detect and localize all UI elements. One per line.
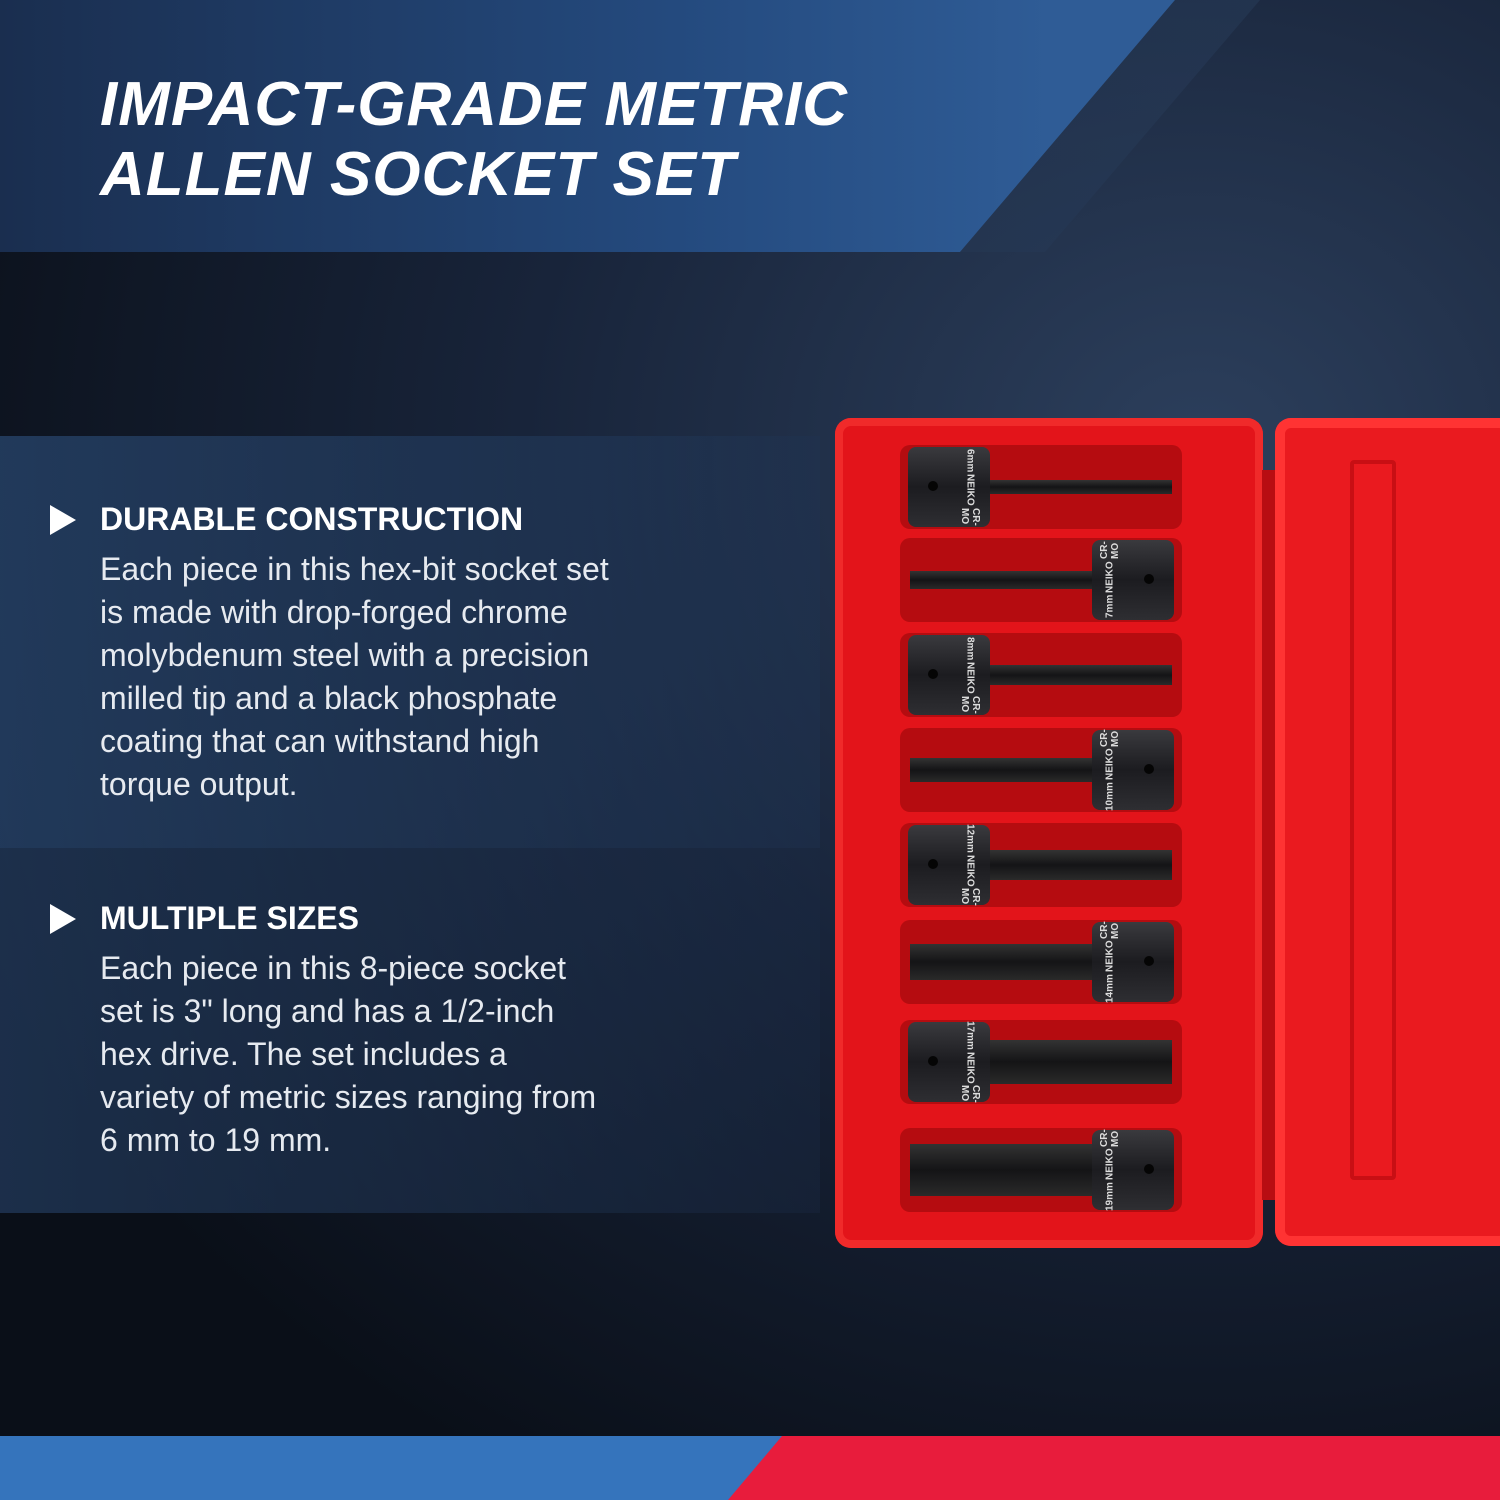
size-label: 14mm [1104,974,1116,1004]
retainer-hole [1144,1164,1154,1174]
hex-bit-shaft [988,1040,1172,1084]
body-line: milled tip and a black phosphate [100,680,558,716]
hex-bit-socket-10mm[interactable]: 10mm NEIKO CR-MO [908,728,1174,812]
socket-head: 17mm NEIKO CR-MO [908,1020,990,1104]
size-label: 19mm [1104,1182,1116,1212]
retainer-hole [928,1056,938,1066]
socket-head: 6mm NEIKO CR-MO [908,447,990,527]
retainer-hole [1144,574,1154,584]
page-title: IMPACT-GRADE METRIC ALLEN SOCKET SET [100,70,848,210]
body-line: hex drive. The set includes a [100,1036,507,1072]
material-label: CR-MO [1099,728,1121,747]
retainer-hole [928,481,938,491]
material-label: CR-MO [1099,541,1121,560]
socket-head: 10mm NEIKO CR-MO [1092,728,1174,812]
brand-label: NEIKO [964,661,976,694]
hex-bit-shaft [988,665,1172,685]
socket-case-lid [1275,418,1500,1246]
socket-head: 8mm NEIKO CR-MO [908,635,990,715]
socket-head: 12mm NEIKO CR-MO [908,823,990,907]
material-label: CR-MO [1099,1128,1121,1147]
socket-head: 14mm NEIKO CR-MO [1092,920,1174,1004]
brand-label: NEIKO [1104,748,1116,781]
body-line: coating that can withstand high [100,723,540,759]
brand-label: NEIKO [1104,1148,1116,1181]
feature-heading: MULTIPLE SIZES [100,900,359,936]
body-line: molybdenum steel with a precision [100,637,590,673]
play-triangle-icon [50,904,76,934]
material-label: CR-MO [1099,920,1121,939]
retainer-hole [1144,764,1154,774]
title-line-1: IMPACT-GRADE METRIC [100,70,849,139]
body-line: 6 mm to 19 mm. [100,1122,332,1158]
body-line: Each piece in this 8-piece socket [100,950,567,986]
case-hinge [1262,470,1276,1200]
size-label: 10mm [1104,782,1116,812]
footer-band-red [728,1436,1500,1500]
size-label: 12mm [964,823,976,853]
hex-bit-socket-6mm[interactable]: 6mm NEIKO CR-MO [908,447,1174,527]
brand-label: NEIKO [1104,561,1116,594]
body-line: set is 3" long and has a 1/2-inch [100,993,555,1029]
brand-label: NEIKO [964,854,976,887]
body-line: Each piece in this hex-bit socket set [100,551,609,587]
hex-bit-shaft [910,1144,1094,1196]
material-label: CR-MO [959,888,981,907]
hex-bit-socket-12mm[interactable]: 12mm NEIKO CR-MO [908,823,1174,907]
title-line-2: ALLEN SOCKET SET [100,140,737,209]
retainer-hole [928,859,938,869]
body-line: variety of metric sizes ranging from [100,1079,597,1115]
retainer-hole [928,669,938,679]
brand-label: NEIKO [1104,940,1116,973]
size-label: 17mm [964,1020,976,1050]
size-label: 8mm [964,636,976,660]
feature-body: Each piece in this 8-piece socket set is… [100,947,680,1162]
lid-rib [1350,460,1396,1180]
feature-panel-durable [0,436,820,848]
size-label: 6mm [964,448,976,472]
socket-head: 7mm NEIKO CR-MO [1092,540,1174,620]
retainer-hole [1144,956,1154,966]
hex-bit-shaft [910,944,1094,980]
socket-head: 19mm NEIKO CR-MO [1092,1128,1174,1212]
play-triangle-icon [50,505,76,535]
body-line: torque output. [100,766,298,802]
header-banner [0,0,1175,252]
body-line: is made with drop-forged chrome [100,594,568,630]
hex-bit-shaft [910,571,1094,589]
size-label: 7mm [1104,595,1116,619]
material-label: CR-MO [959,695,981,714]
hex-bit-socket-8mm[interactable]: 8mm NEIKO CR-MO [908,635,1174,715]
hex-bit-socket-17mm[interactable]: 17mm NEIKO CR-MO [908,1020,1174,1104]
material-label: CR-MO [959,1085,981,1104]
brand-label: NEIKO [964,1051,976,1084]
hex-bit-shaft [910,758,1094,782]
hex-bit-shaft [988,480,1172,494]
hex-bit-socket-14mm[interactable]: 14mm NEIKO CR-MO [908,920,1174,1004]
feature-panel-sizes [0,848,820,1213]
brand-label: NEIKO [964,473,976,506]
hex-bit-shaft [988,850,1172,880]
hex-bit-socket-19mm[interactable]: 19mm NEIKO CR-MO [908,1128,1174,1212]
feature-heading: DURABLE CONSTRUCTION [100,501,524,537]
hex-bit-socket-7mm[interactable]: 7mm NEIKO CR-MO [908,540,1174,620]
material-label: CR-MO [959,507,981,526]
feature-body: Each piece in this hex-bit socket set is… [100,548,680,806]
